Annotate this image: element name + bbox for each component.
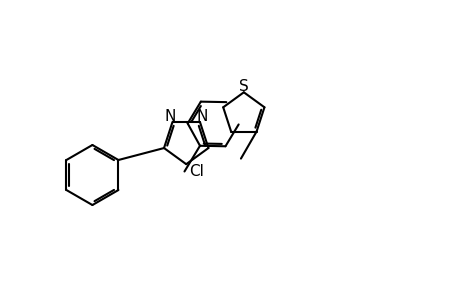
Text: S: S bbox=[238, 80, 248, 94]
Text: N: N bbox=[164, 110, 176, 124]
Text: N: N bbox=[196, 110, 207, 124]
Text: Cl: Cl bbox=[189, 164, 204, 179]
